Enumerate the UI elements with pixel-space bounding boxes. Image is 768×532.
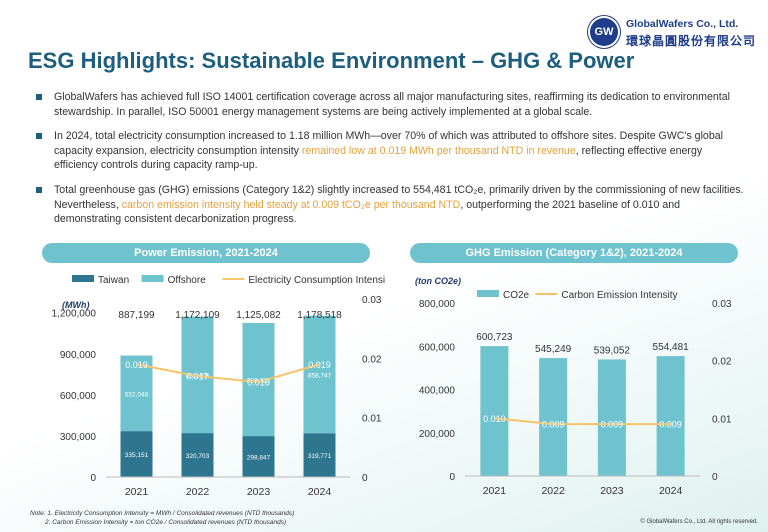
y-tick-label: 600,000 bbox=[60, 391, 97, 402]
y2-tick-label: 0.01 bbox=[362, 414, 382, 425]
legend-swatch bbox=[141, 275, 164, 282]
company-logo: GW GlobalWafers Co., Ltd. 環球晶圓股份有限公司 bbox=[588, 12, 758, 52]
intensity-point-label: 0.010 bbox=[483, 414, 506, 424]
y-tick-label: 400,000 bbox=[419, 386, 456, 397]
bullet-ghg-emissions: Total greenhouse gas (GHG) emissions (Ca… bbox=[36, 183, 744, 227]
bar-taiwan bbox=[242, 436, 275, 477]
bullet-text: , reflecting effective energy efficiency… bbox=[54, 144, 703, 172]
page-title: ESG Highlights: Sustainable Environment … bbox=[28, 48, 635, 73]
y-tick-label: 600,000 bbox=[419, 342, 456, 353]
bullet-text: , outperforming the 2021 baseline of 0.0… bbox=[54, 198, 680, 226]
legend-label: CO2e bbox=[503, 290, 530, 301]
bar-total-label: 554,481 bbox=[653, 342, 690, 353]
bullet-iso-certification: GlobalWafers has achieved full ISO 14001… bbox=[36, 90, 744, 119]
bar-total-label: 1,178,518 bbox=[297, 310, 342, 321]
y-tick-label: 900,000 bbox=[60, 350, 97, 361]
bar-total-label: 600,723 bbox=[476, 332, 513, 343]
bar-taiwan bbox=[181, 433, 214, 477]
bar-taiwan bbox=[303, 433, 336, 477]
logo-english-name: GlobalWafers Co., Ltd. bbox=[626, 18, 739, 30]
bar-segment-label: 319,771 bbox=[308, 453, 332, 460]
legend-swatch bbox=[72, 275, 94, 282]
power-chart-title: Power Emission, 2021-2024 bbox=[42, 243, 370, 263]
intensity-point-label: 0.019 bbox=[125, 360, 148, 370]
bar-segment-label: 858,747 bbox=[308, 372, 332, 379]
bar-segment-label: 552,048 bbox=[125, 391, 149, 398]
intensity-line bbox=[136, 363, 320, 384]
bar-offshore bbox=[303, 315, 336, 434]
x-tick-label: 2022 bbox=[186, 486, 210, 498]
y-axis-label: (ton CO2e) bbox=[415, 276, 461, 286]
x-tick-label: 2024 bbox=[308, 486, 332, 498]
y2-tick-label: 0.02 bbox=[712, 357, 732, 368]
bullet-text: Total greenhouse gas (GHG) emissions (Ca… bbox=[54, 183, 744, 211]
bar-taiwan bbox=[120, 431, 153, 477]
legend-label: Offshore bbox=[168, 275, 207, 286]
copyright-notice: © GlobalWafers Co., Ltd. All rights rese… bbox=[640, 519, 758, 525]
x-tick-label: 2024 bbox=[659, 485, 683, 497]
footnote-line-2: 2. Carbon Emission Intensity = ton CO2e … bbox=[45, 519, 287, 526]
bar-total-label: 887,199 bbox=[118, 310, 155, 321]
intensity-point-label: 0.019 bbox=[308, 360, 331, 370]
logo-chinese-name: 環球晶圓股份有限公司 bbox=[626, 34, 757, 48]
y-tick-label: 1,200,000 bbox=[52, 309, 97, 320]
y2-tick-label: 0 bbox=[712, 472, 718, 483]
intensity-point-label: 0.009 bbox=[542, 420, 565, 430]
intensity-line bbox=[494, 417, 671, 426]
ghg-chart-title: GHG Emission (Category 1&2), 2021-2024 bbox=[410, 243, 738, 263]
y-axis-label: (MWh) bbox=[62, 300, 89, 310]
bar-segment-label: 320,703 bbox=[186, 453, 210, 460]
bar-co2e bbox=[539, 358, 568, 476]
bullet-text: In 2024, total electricity consumption i… bbox=[54, 130, 723, 157]
legend-swatch bbox=[477, 290, 499, 297]
y-tick-label: 200,000 bbox=[419, 429, 456, 440]
bar-offshore bbox=[120, 355, 153, 432]
power-emission-chart: Taiwan Offshore Electricity Consumption In… bbox=[52, 275, 385, 498]
x-tick-label: 2023 bbox=[247, 486, 271, 498]
y-tick-label: 0 bbox=[90, 473, 96, 484]
bar-co2e bbox=[480, 346, 509, 476]
y-tick-label: 0 bbox=[449, 472, 455, 483]
footnote: Note: 1. Electricity Consumption Intensi… bbox=[30, 509, 294, 527]
bar-segment-label: 298,847 bbox=[247, 455, 271, 462]
x-tick-label: 2021 bbox=[483, 485, 507, 497]
bar-co2e bbox=[656, 356, 685, 476]
footnote-line-1: Note: 1. Electricity Consumption Intensi… bbox=[30, 510, 295, 517]
bullet-electricity-consumption: In 2024, total electricity consumption i… bbox=[36, 129, 744, 173]
bar-segment-label: 335,151 bbox=[125, 452, 149, 459]
bullet-text: GlobalWafers has achieved full ISO 14001… bbox=[54, 91, 730, 118]
globe-logo-icon: GW bbox=[588, 16, 620, 48]
x-tick-label: 2022 bbox=[541, 485, 565, 497]
y2-tick-label: 0.02 bbox=[362, 354, 382, 365]
intensity-point-label: 0.017 bbox=[186, 372, 209, 382]
y2-tick-label: 0.03 bbox=[362, 295, 382, 306]
y2-tick-label: 0.01 bbox=[712, 414, 732, 425]
intensity-point-label: 0.009 bbox=[659, 420, 682, 430]
bar-co2e bbox=[597, 359, 626, 476]
bar-total-label: 545,249 bbox=[535, 344, 572, 355]
y2-tick-label: 0 bbox=[362, 473, 368, 484]
bullet-highlight: remained low at 0.019 MWh per thousand N… bbox=[301, 144, 576, 157]
bar-total-label: 1,125,082 bbox=[236, 310, 281, 321]
x-tick-label: 2021 bbox=[125, 486, 149, 498]
y-tick-label: 300,000 bbox=[60, 432, 97, 443]
bullet-highlight: carbon emission intensity held steady at… bbox=[121, 198, 461, 211]
bar-total-label: 539,052 bbox=[594, 345, 631, 356]
ghg-emission-chart: CO2e Carbon Emission Intensity (ton CO2e) 0… bbox=[415, 276, 732, 497]
legend-label: Taiwan bbox=[98, 275, 129, 286]
intensity-point-label: 0.009 bbox=[601, 420, 624, 430]
y-tick-label: 800,000 bbox=[419, 299, 456, 310]
y2-tick-label: 0.03 bbox=[712, 299, 732, 310]
x-tick-label: 2023 bbox=[600, 485, 624, 497]
legend-label: Carbon Emission Intensity bbox=[561, 290, 677, 301]
intensity-point-label: 0.016 bbox=[247, 378, 270, 388]
highlight-bullet-list: GlobalWafers has achieved full ISO 14001… bbox=[36, 90, 744, 237]
bar-total-label: 1,172,109 bbox=[175, 310, 220, 321]
legend-label: Electricity Consumption Intensity bbox=[248, 275, 385, 286]
